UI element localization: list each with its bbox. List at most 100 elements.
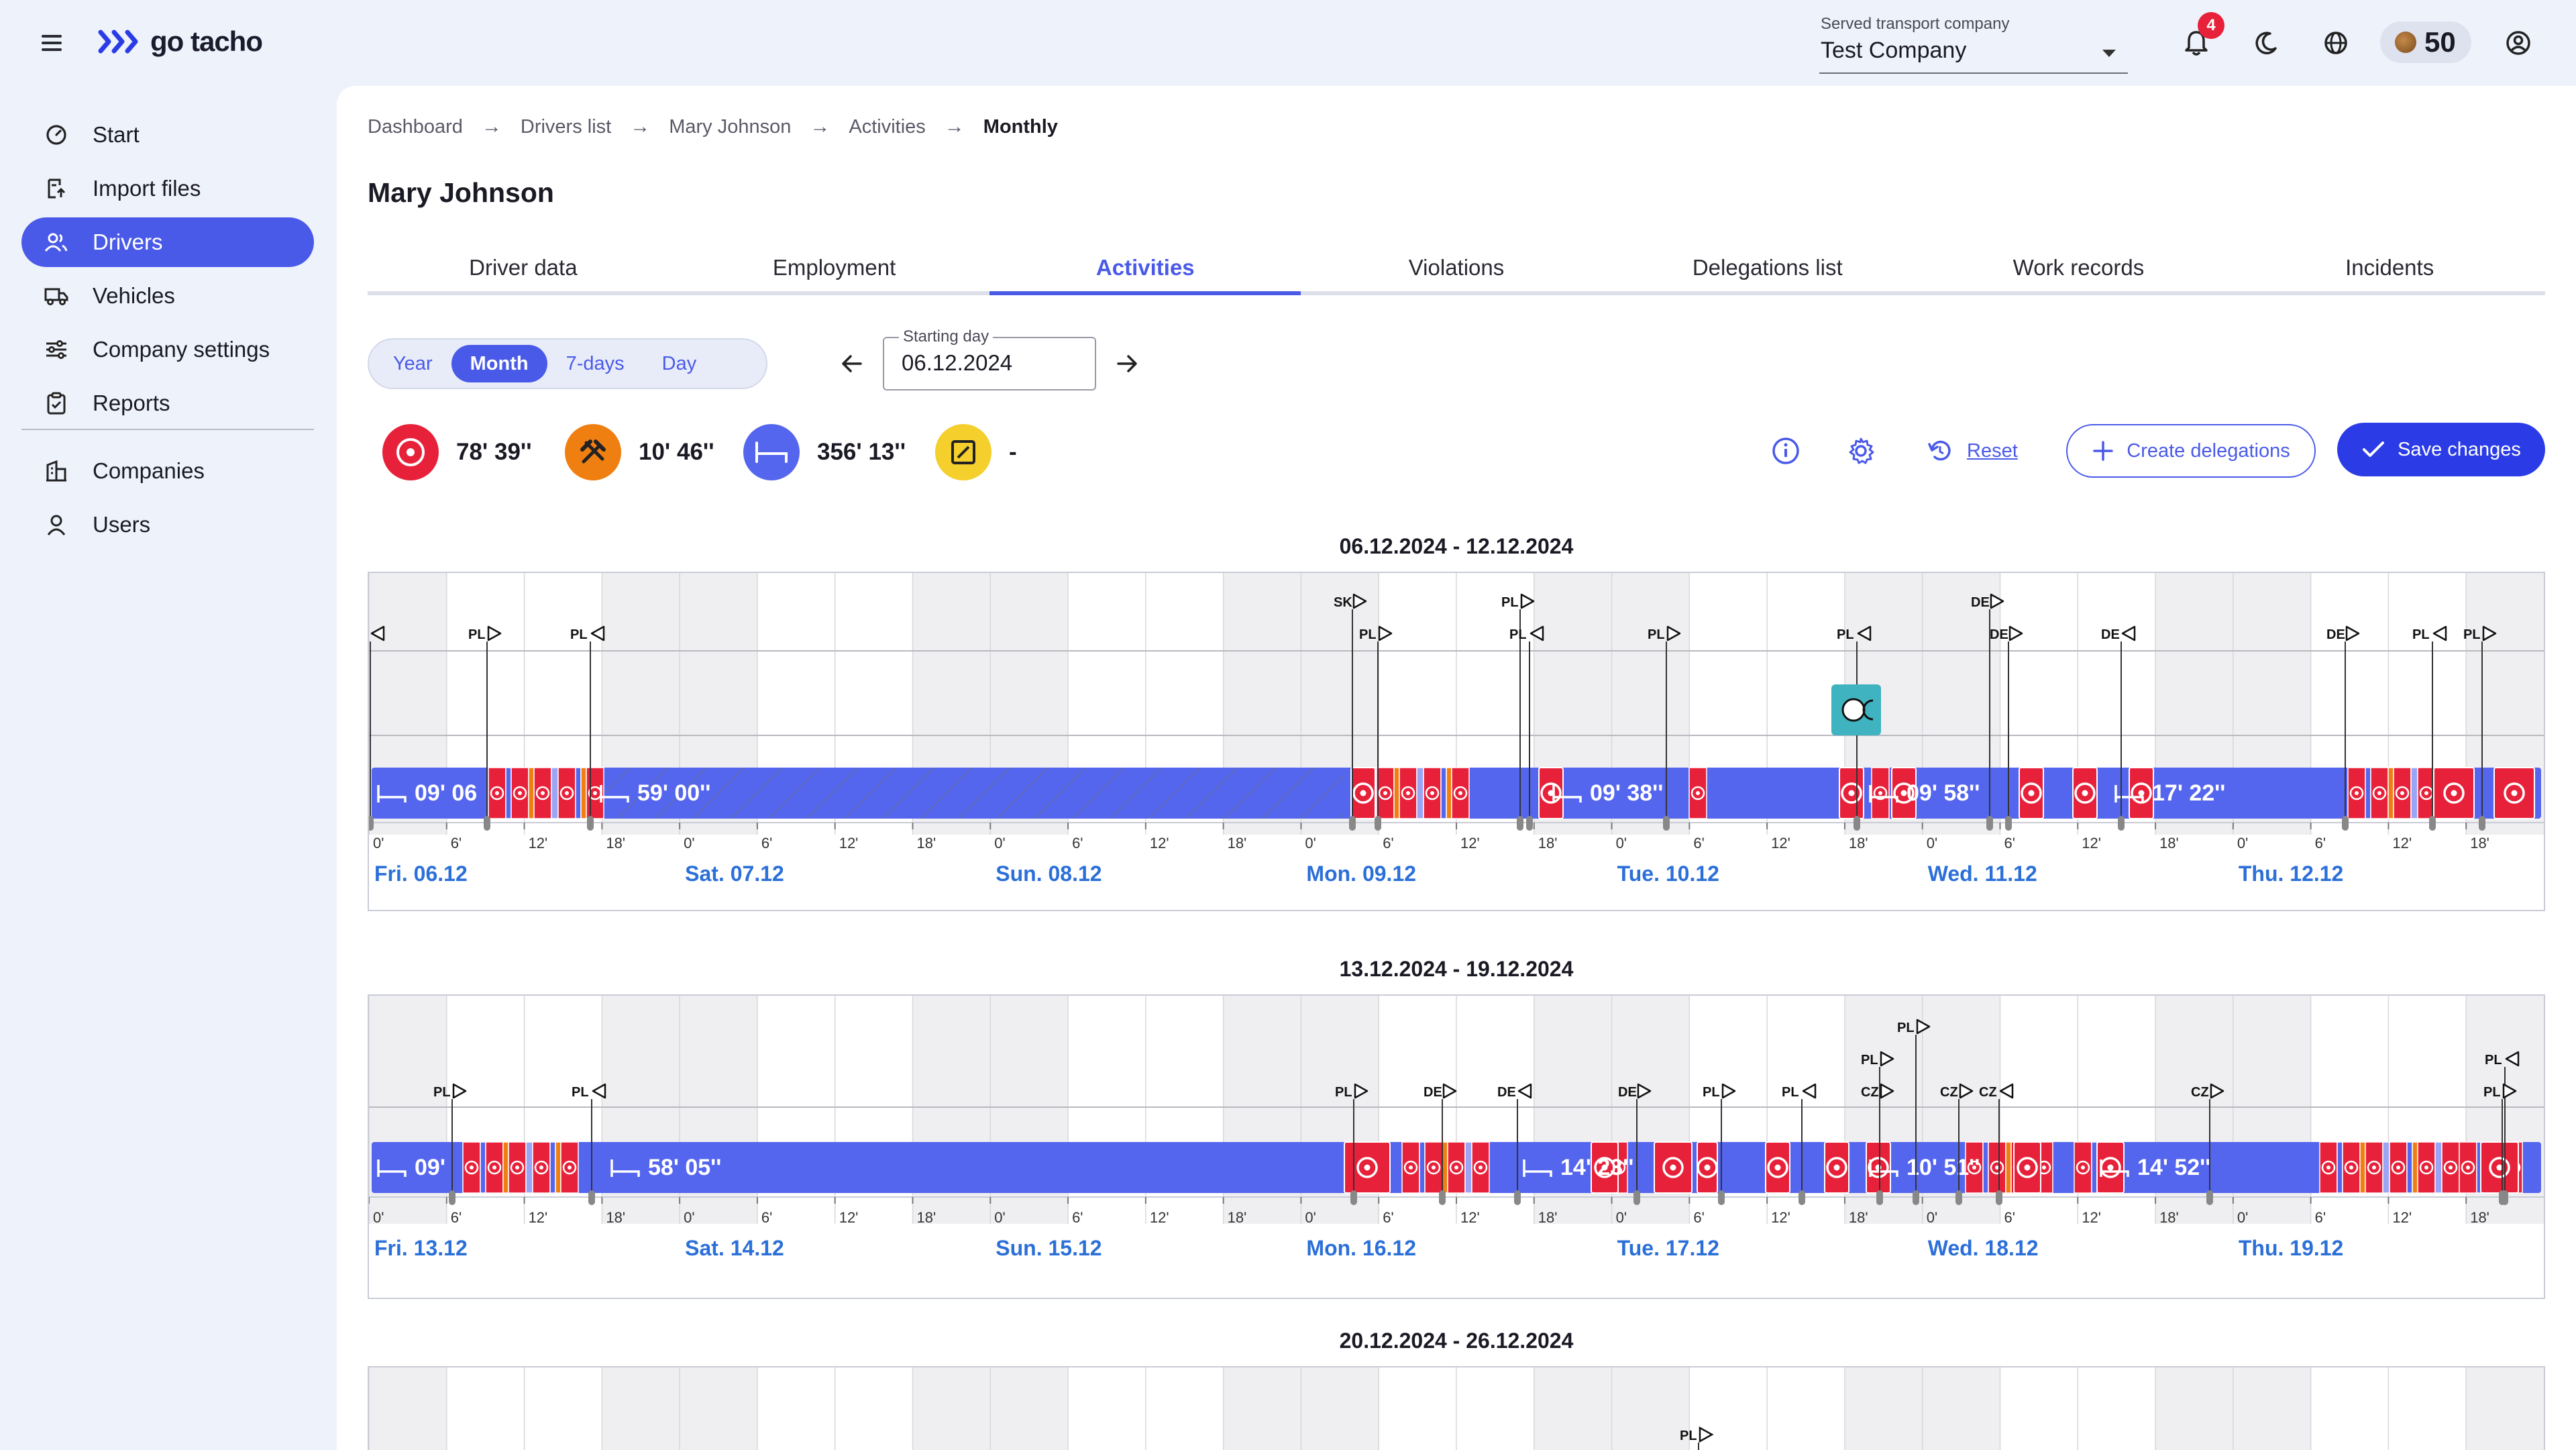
country-marker-pin[interactable] [1718, 1190, 1725, 1205]
create-delegations-button[interactable]: Create delegations [2066, 424, 2316, 478]
view-mode-day[interactable]: Day [661, 352, 697, 374]
day-link[interactable]: Wed. 18.12 [1927, 1236, 2039, 1260]
country-marker-pin[interactable] [1986, 816, 1993, 831]
rest-segment[interactable] [2365, 767, 2371, 819]
rest-segment[interactable] [2382, 1141, 2390, 1194]
rest-segment[interactable] [1440, 767, 1447, 819]
starting-day-input[interactable] [902, 350, 1083, 376]
work-segment[interactable] [528, 767, 535, 819]
rest-segment[interactable] [2406, 1141, 2413, 1194]
day-link[interactable]: Fri. 13.12 [374, 1236, 468, 1260]
day-link[interactable]: Sun. 08.12 [996, 862, 1102, 886]
country-marker-pin[interactable] [1854, 816, 1860, 831]
gear-icon[interactable] [1842, 432, 1880, 470]
tab-work-records[interactable]: Work records [2012, 255, 2145, 280]
day-link[interactable]: Sun. 15.12 [996, 1236, 1102, 1260]
sidebar-item-vehicles[interactable]: Vehicles [21, 271, 314, 321]
country-marker-pin[interactable] [1633, 1190, 1640, 1205]
country-marker-pin[interactable] [1517, 816, 1523, 831]
day-link[interactable]: Wed. 11.12 [1927, 862, 2037, 886]
country-marker-pin[interactable] [587, 816, 594, 831]
view-mode-year[interactable]: Year [393, 352, 433, 374]
day-link[interactable]: Sat. 14.12 [685, 1236, 784, 1260]
breadcrumb-dashboard[interactable]: Dashboard [368, 115, 463, 138]
sidebar-item-reports[interactable]: Reports [21, 378, 314, 428]
country-marker-pin[interactable] [588, 1190, 595, 1205]
country-marker-pin[interactable] [484, 816, 490, 831]
rest-segment[interactable] [1464, 1141, 1472, 1194]
work-segment[interactable] [2412, 1141, 2418, 1194]
day-link[interactable]: Tue. 10.12 [1617, 862, 1719, 886]
sidebar-item-company-settings[interactable]: Company settings [21, 325, 314, 374]
work-segment[interactable] [2359, 1141, 2366, 1194]
sidebar-item-start[interactable]: Start [21, 110, 314, 160]
country-marker-pin[interactable] [2118, 816, 2125, 831]
country-marker-pin[interactable] [1514, 1190, 1521, 1205]
country-marker-pin[interactable] [2499, 1190, 2506, 1205]
breadcrumb-drivers-list[interactable]: Drivers list [520, 115, 612, 138]
rest-segment[interactable] [480, 1141, 486, 1194]
day-link[interactable]: Fri. 06.12 [374, 862, 468, 886]
day-link[interactable]: Tue. 17.12 [1617, 1236, 1719, 1260]
work-segment[interactable] [2005, 1141, 2012, 1194]
breadcrumb-activities[interactable]: Activities [849, 115, 926, 138]
tab-activities[interactable]: Activities [989, 244, 1301, 295]
rest-segment[interactable] [525, 1141, 533, 1194]
rest-segment[interactable] [551, 767, 559, 819]
moon-icon[interactable] [2250, 27, 2282, 59]
company-select[interactable]: Served transport company Test Company [1819, 12, 2128, 74]
tab-incidents[interactable]: Incidents [2345, 255, 2434, 280]
arrow-left-icon[interactable] [837, 349, 867, 378]
rest-segment[interactable] [505, 767, 512, 819]
account-icon[interactable] [2502, 27, 2534, 59]
sidebar-item-users[interactable]: Users [21, 500, 314, 550]
sidebar-item-companies[interactable]: Companies [21, 446, 314, 496]
rest-segment[interactable] [2091, 1141, 2098, 1194]
hamburger-menu-icon[interactable] [39, 30, 68, 56]
delegation-badge[interactable] [1831, 684, 1881, 735]
rest-segment[interactable] [1419, 1141, 1426, 1194]
country-marker-pin[interactable] [1996, 1190, 2002, 1205]
country-marker-pin[interactable] [1349, 816, 1356, 831]
arrow-right-icon[interactable] [1112, 349, 1142, 378]
country-marker-pin[interactable] [2206, 1190, 2213, 1205]
work-segment[interactable] [502, 1141, 509, 1194]
country-marker-pin[interactable] [1913, 1190, 1919, 1205]
day-link[interactable]: Thu. 12.12 [2238, 862, 2344, 886]
work-segment[interactable] [580, 767, 587, 819]
tab-employment[interactable]: Employment [772, 255, 896, 280]
app-logo[interactable]: go tacho [98, 21, 263, 62]
country-marker-pin[interactable] [369, 816, 374, 831]
country-marker-pin[interactable] [1663, 816, 1670, 831]
work-segment[interactable] [555, 1141, 561, 1194]
work-segment[interactable] [2387, 767, 2394, 819]
country-marker-pin[interactable] [1955, 1190, 1962, 1205]
save-changes-button[interactable]: Save changes [2337, 423, 2545, 476]
sidebar-item-import-files[interactable]: Import files [21, 164, 314, 213]
tab-violations[interactable]: Violations [1408, 255, 1505, 280]
country-marker-pin[interactable] [2479, 816, 2485, 831]
country-marker-pin[interactable] [1439, 1190, 1446, 1205]
sidebar-item-drivers[interactable]: Drivers [21, 217, 314, 267]
country-marker-pin[interactable] [1526, 816, 1533, 831]
rest-segment[interactable] [2434, 1141, 2443, 1194]
view-mode-7-days[interactable]: 7-days [566, 352, 625, 374]
country-marker-pin[interactable] [2342, 816, 2349, 831]
tab-delegations-list[interactable]: Delegations list [1692, 255, 1843, 280]
rest-segment[interactable] [1982, 1141, 1989, 1194]
tab-driver-data[interactable]: Driver data [469, 255, 578, 280]
breadcrumb-driver[interactable]: Mary Johnson [669, 115, 792, 138]
view-mode-month[interactable]: Month [451, 345, 547, 382]
day-link[interactable]: Sat. 07.12 [685, 862, 784, 886]
rest-segment[interactable] [2337, 1141, 2343, 1194]
work-segment[interactable] [1446, 767, 1452, 819]
day-link[interactable]: Thu. 19.12 [2238, 1236, 2344, 1260]
country-marker-pin[interactable] [1876, 1190, 1883, 1205]
country-marker-pin[interactable] [2005, 816, 2012, 831]
day-link[interactable]: Mon. 09.12 [1306, 862, 1417, 886]
country-marker-pin[interactable] [1350, 1190, 1357, 1205]
rest-segment[interactable] [2410, 767, 2418, 819]
rest-segment[interactable] [1416, 767, 1424, 819]
work-segment[interactable] [1442, 1141, 1448, 1194]
starting-day-field[interactable]: Starting day [883, 327, 1096, 391]
